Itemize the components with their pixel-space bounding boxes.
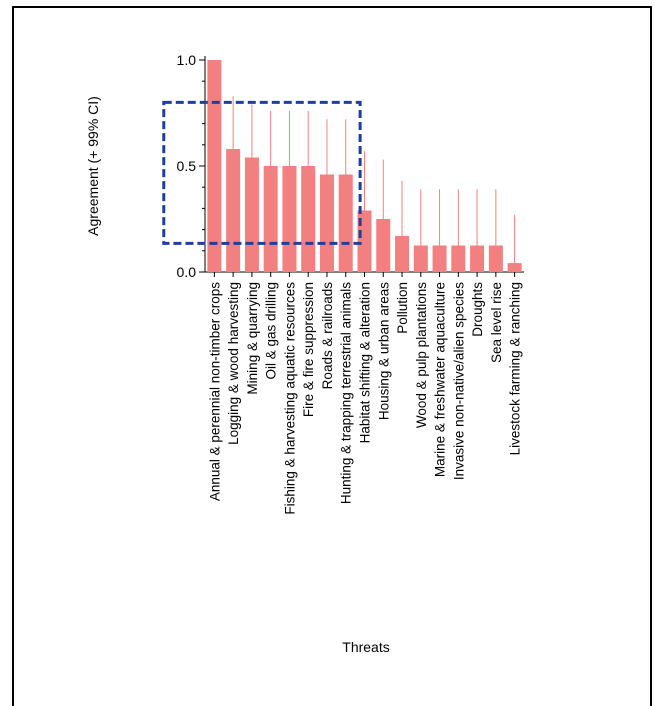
y-axis-label: Agreement (+ 99% CI) bbox=[85, 96, 101, 236]
x-tick-label: Annual & perennial non-timber crops bbox=[207, 282, 222, 501]
figure-frame bbox=[12, 6, 652, 706]
x-tick-label: Pollution bbox=[395, 282, 410, 334]
highlight-box bbox=[162, 100, 362, 245]
x-tick-label: Housing & urban areas bbox=[376, 282, 391, 420]
y-tick-label: 1.0 bbox=[177, 52, 197, 68]
x-tick-label: Invasive non-native/alien species bbox=[451, 282, 466, 480]
bar bbox=[244, 157, 259, 272]
x-tick-label: Fishing & harvesting aquatic resources bbox=[282, 282, 297, 515]
x-tick-label: Fire & fire suppression bbox=[301, 282, 316, 417]
y-tick-label: 0.0 bbox=[177, 264, 197, 280]
x-tick-label: Oil & gas drilling bbox=[264, 282, 279, 380]
bars-group bbox=[207, 60, 522, 272]
x-tick-label: Droughts bbox=[470, 282, 485, 337]
x-tick-label: Sea level rise bbox=[489, 282, 504, 363]
bar bbox=[263, 166, 278, 272]
y-tick-label: 0.5 bbox=[177, 158, 197, 174]
bar bbox=[319, 174, 334, 272]
bar bbox=[226, 149, 241, 272]
x-tick-label: Livestock farming & ranching bbox=[508, 282, 523, 455]
bar bbox=[301, 166, 316, 272]
bar bbox=[338, 174, 353, 272]
bar bbox=[470, 245, 485, 272]
error-bars-group bbox=[232, 96, 516, 264]
bar bbox=[207, 60, 222, 272]
x-tick-label: Roads & railroads bbox=[320, 282, 335, 390]
bar bbox=[488, 245, 503, 272]
x-tick-label: Mining & quarrying bbox=[245, 282, 260, 395]
x-tick-label: Marine & freshwater aquaculture bbox=[433, 282, 448, 477]
bar bbox=[395, 235, 410, 272]
x-tick-label: Habitat shifting & alteration bbox=[358, 282, 373, 443]
bar bbox=[507, 263, 522, 272]
bar bbox=[376, 219, 391, 272]
y-tick-labels: 0.0 0.5 1.0 bbox=[177, 52, 205, 280]
bar bbox=[451, 245, 466, 272]
x-tick-label: Hunting & trapping terrestrial animals bbox=[339, 282, 354, 504]
bar bbox=[413, 245, 428, 272]
highlight-group bbox=[162, 100, 362, 245]
bar bbox=[282, 166, 297, 272]
x-tick-label: Logging & wood harvesting bbox=[226, 282, 241, 445]
bar bbox=[432, 245, 447, 272]
x-tick-labels: Annual & perennial non-timber crops Loggi… bbox=[207, 272, 523, 515]
x-axis-label: Threats bbox=[342, 639, 389, 655]
x-tick-label: Wood & pulp plantations bbox=[414, 282, 429, 428]
